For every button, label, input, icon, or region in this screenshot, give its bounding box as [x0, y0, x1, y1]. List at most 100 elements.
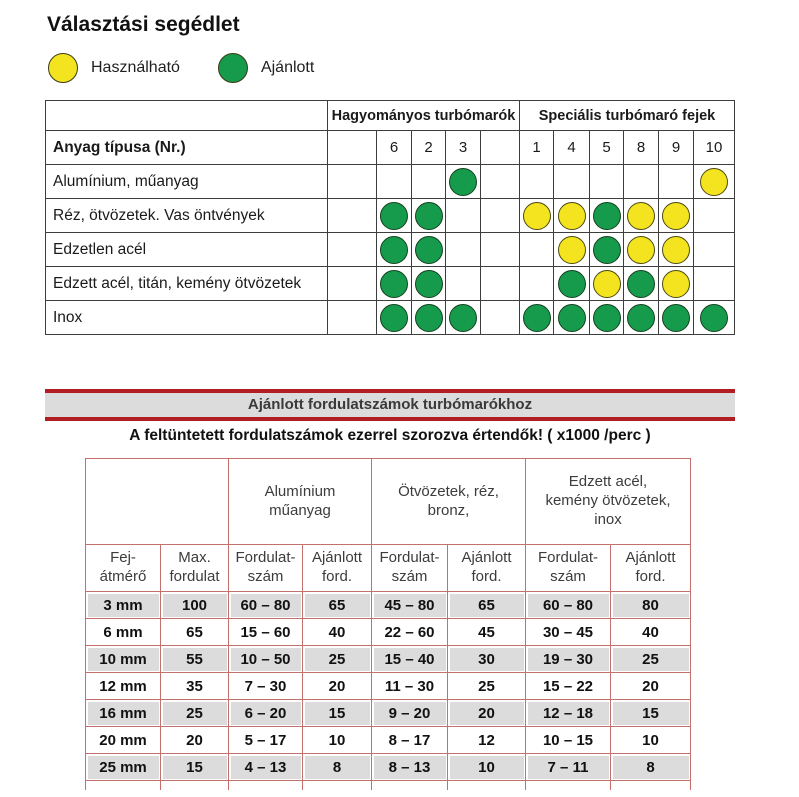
empty-cell — [160, 780, 229, 790]
tool-number: 9 — [658, 130, 694, 165]
mark-dot — [380, 269, 408, 298]
column-header: Ajánlott ford. — [302, 544, 372, 592]
table-row: Fej- átmérő Max. fordulat Fordulat- szám… — [85, 544, 691, 592]
spacer-cell — [327, 130, 377, 165]
spacer-cell — [480, 164, 520, 199]
spacer-cell — [327, 198, 377, 233]
speed-cell: 4 – 13 — [228, 753, 303, 781]
speed-cell: 6 – 20 — [228, 699, 303, 727]
speed-cell: 60 – 80 — [228, 591, 303, 619]
mark-dot — [662, 201, 690, 230]
speed-cell: 65 — [302, 591, 372, 619]
mark-cell — [658, 198, 694, 233]
mark-cell — [445, 164, 481, 199]
column-header: Ajánlott ford. — [610, 544, 691, 592]
mark-cell — [623, 266, 659, 301]
mark-cell — [445, 300, 481, 335]
speed-cell: 9 – 20 — [371, 699, 448, 727]
empty-cell — [302, 780, 372, 790]
mark-cell — [553, 266, 590, 301]
mark-dot — [414, 269, 443, 298]
speed-cell: 40 — [302, 618, 372, 646]
mark-cell — [693, 198, 735, 233]
mark-cell — [411, 300, 446, 335]
column-header: Fordulat- szám — [228, 544, 303, 592]
table-row: Alumínium, műanyag — [45, 164, 735, 199]
speed-table: Alumínium műanyag Ötvözetek, réz, bronz,… — [85, 458, 691, 790]
spacer-cell — [327, 266, 377, 301]
yellow-circle-icon — [48, 53, 78, 83]
head-diameter-cell: 25 mm — [85, 753, 161, 781]
legend-label: Ajánlott — [260, 59, 315, 76]
mark-dot — [380, 201, 408, 230]
speed-cell: 8 – 13 — [371, 753, 448, 781]
spacer-cell — [327, 300, 377, 335]
mark-dot — [449, 303, 477, 332]
page-title: Választási segédlet — [47, 13, 240, 36]
table-row: 20 mm 20 5 – 17 10 8 – 17 12 10 – 15 10 — [85, 726, 691, 754]
speed-cell: 20 — [447, 699, 526, 727]
mark-dot — [700, 167, 728, 196]
mark-dot — [592, 303, 621, 332]
corner-cell — [45, 100, 328, 131]
speed-cell: 55 — [160, 645, 229, 673]
column-header: Ajánlott ford. — [447, 544, 526, 592]
speed-cell: 7 – 30 — [228, 672, 303, 700]
speed-cell: 11 – 30 — [371, 672, 448, 700]
speed-cell: 15 – 22 — [525, 672, 611, 700]
mark-dot — [592, 235, 621, 264]
mark-dot — [557, 269, 586, 298]
speed-cell: 8 — [610, 753, 691, 781]
mark-cell — [445, 266, 481, 301]
speed-cell: 20 — [160, 726, 229, 754]
empty-cell — [85, 780, 161, 790]
speed-cell: 10 – 15 — [525, 726, 611, 754]
speed-cell: 25 — [160, 699, 229, 727]
table-row: Inox — [45, 300, 735, 335]
table-row: Anyag típusa (Nr.) 6 2 3 1 4 5 8 9 10 — [45, 130, 735, 165]
mark-cell — [445, 198, 481, 233]
speed-cell: 65 — [447, 591, 526, 619]
mark-dot — [414, 235, 443, 264]
mark-dot — [414, 303, 443, 332]
legend-label: Használható — [91, 59, 180, 76]
mark-cell — [693, 232, 735, 267]
mark-cell — [519, 198, 554, 233]
tool-number: 3 — [445, 130, 481, 165]
material-cell: Inox — [45, 300, 328, 335]
table-row: Alumínium műanyag Ötvözetek, réz, bronz,… — [85, 458, 691, 545]
legend: Használható Ajánlott — [48, 53, 352, 83]
mark-cell — [658, 232, 694, 267]
row-header-material-type: Anyag típusa (Nr.) — [45, 130, 328, 165]
speed-cell: 45 — [447, 618, 526, 646]
spacer-cell — [480, 198, 520, 233]
mark-cell — [589, 232, 624, 267]
head-diameter-cell: 12 mm — [85, 672, 161, 700]
mark-cell — [445, 232, 481, 267]
spacer-cell — [327, 164, 377, 199]
material-cell: Réz, ötvözetek. Vas öntvények — [45, 198, 328, 233]
head-diameter-cell: 16 mm — [85, 699, 161, 727]
material-cell: Edzetlen acél — [45, 232, 328, 267]
mark-dot — [627, 201, 655, 230]
speed-cell: 35 — [160, 672, 229, 700]
empty-cell — [228, 780, 303, 790]
mark-dot — [414, 201, 443, 230]
table-row: Edzetlen acél — [45, 232, 735, 267]
empty-cell — [371, 780, 448, 790]
mark-dot — [380, 303, 408, 332]
speed-cell: 25 — [302, 645, 372, 673]
table-row: 16 mm 25 6 – 20 15 9 – 20 20 12 – 18 15 — [85, 699, 691, 727]
table-row: Edzett acél, titán, kemény ötvözetek — [45, 266, 735, 301]
mark-cell — [411, 232, 446, 267]
speed-cell: 12 – 18 — [525, 699, 611, 727]
mark-dot — [522, 303, 551, 332]
head-diameter-cell: 10 mm — [85, 645, 161, 673]
table-row: 25 mm 15 4 – 13 8 8 – 13 10 7 – 11 8 — [85, 753, 691, 781]
mark-dot — [557, 303, 586, 332]
speed-cell: 20 — [610, 672, 691, 700]
tool-number: 6 — [376, 130, 412, 165]
mark-dot — [449, 167, 477, 196]
tool-number: 4 — [553, 130, 590, 165]
legend-item-usable: Használható — [48, 53, 180, 83]
